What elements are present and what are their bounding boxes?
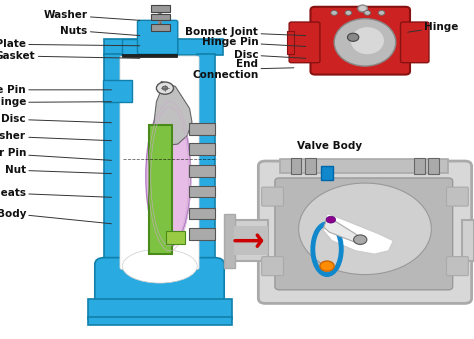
FancyBboxPatch shape — [149, 125, 172, 254]
FancyBboxPatch shape — [122, 54, 177, 57]
Text: Washer: Washer — [44, 10, 140, 20]
Ellipse shape — [334, 19, 396, 66]
Text: Disc: Disc — [234, 50, 306, 60]
Polygon shape — [154, 81, 192, 145]
FancyBboxPatch shape — [289, 22, 320, 63]
FancyBboxPatch shape — [88, 317, 232, 325]
Polygon shape — [324, 219, 360, 242]
FancyBboxPatch shape — [287, 31, 294, 54]
FancyBboxPatch shape — [197, 54, 215, 271]
FancyBboxPatch shape — [151, 24, 170, 31]
Text: Body: Body — [0, 208, 111, 224]
Text: Nuts: Nuts — [61, 25, 140, 36]
FancyBboxPatch shape — [103, 80, 132, 102]
Text: Washer: Washer — [0, 131, 111, 141]
Circle shape — [331, 11, 337, 15]
Text: Hinge Pin: Hinge Pin — [202, 37, 306, 47]
Text: Hinge: Hinge — [0, 97, 111, 107]
Circle shape — [162, 86, 168, 90]
FancyBboxPatch shape — [137, 20, 178, 54]
Text: Bonnet Joint: Bonnet Joint — [185, 27, 306, 37]
FancyBboxPatch shape — [447, 257, 468, 276]
FancyBboxPatch shape — [232, 220, 268, 261]
Circle shape — [364, 11, 371, 15]
FancyBboxPatch shape — [447, 187, 468, 206]
FancyBboxPatch shape — [224, 214, 235, 268]
FancyBboxPatch shape — [189, 186, 215, 197]
FancyBboxPatch shape — [166, 231, 185, 244]
Text: Body Seats: Body Seats — [0, 187, 111, 198]
Circle shape — [156, 82, 173, 94]
FancyBboxPatch shape — [462, 220, 474, 261]
FancyBboxPatch shape — [234, 226, 268, 255]
FancyBboxPatch shape — [88, 299, 232, 319]
Circle shape — [326, 216, 336, 223]
Text: Cover Plate: Cover Plate — [0, 39, 140, 49]
Ellipse shape — [122, 249, 197, 283]
Ellipse shape — [299, 183, 431, 275]
Circle shape — [345, 11, 352, 15]
FancyBboxPatch shape — [189, 123, 215, 135]
FancyBboxPatch shape — [189, 165, 215, 177]
FancyBboxPatch shape — [291, 158, 301, 174]
Circle shape — [358, 5, 367, 12]
FancyBboxPatch shape — [401, 22, 429, 63]
Text: Hinge: Hinge — [408, 22, 459, 32]
Ellipse shape — [351, 27, 384, 54]
Circle shape — [320, 261, 334, 271]
FancyBboxPatch shape — [321, 166, 333, 180]
Text: Gasket: Gasket — [0, 51, 140, 61]
Text: Hinge Pin: Hinge Pin — [0, 85, 111, 95]
Text: Valve Body: Valve Body — [297, 141, 362, 151]
FancyBboxPatch shape — [151, 14, 170, 20]
FancyBboxPatch shape — [414, 158, 425, 174]
FancyBboxPatch shape — [189, 143, 215, 155]
Circle shape — [347, 33, 359, 41]
Text: Disc: Disc — [1, 114, 111, 124]
FancyBboxPatch shape — [262, 257, 283, 276]
FancyBboxPatch shape — [189, 208, 215, 219]
FancyBboxPatch shape — [305, 158, 316, 174]
Ellipse shape — [146, 105, 191, 247]
Polygon shape — [323, 214, 393, 254]
FancyBboxPatch shape — [104, 39, 223, 55]
FancyBboxPatch shape — [104, 54, 122, 271]
FancyBboxPatch shape — [151, 5, 170, 12]
FancyBboxPatch shape — [95, 258, 224, 312]
FancyBboxPatch shape — [428, 158, 439, 174]
Text: Nut: Nut — [5, 165, 111, 175]
FancyBboxPatch shape — [280, 159, 448, 173]
FancyBboxPatch shape — [120, 56, 199, 270]
FancyBboxPatch shape — [258, 161, 472, 303]
FancyBboxPatch shape — [122, 39, 177, 55]
Text: Cotter Pin: Cotter Pin — [0, 148, 111, 160]
FancyBboxPatch shape — [310, 7, 410, 75]
Text: End
Connection: End Connection — [192, 59, 294, 80]
FancyBboxPatch shape — [275, 178, 453, 290]
FancyBboxPatch shape — [262, 187, 283, 206]
FancyBboxPatch shape — [189, 228, 215, 240]
Circle shape — [378, 11, 385, 15]
Circle shape — [354, 235, 367, 244]
